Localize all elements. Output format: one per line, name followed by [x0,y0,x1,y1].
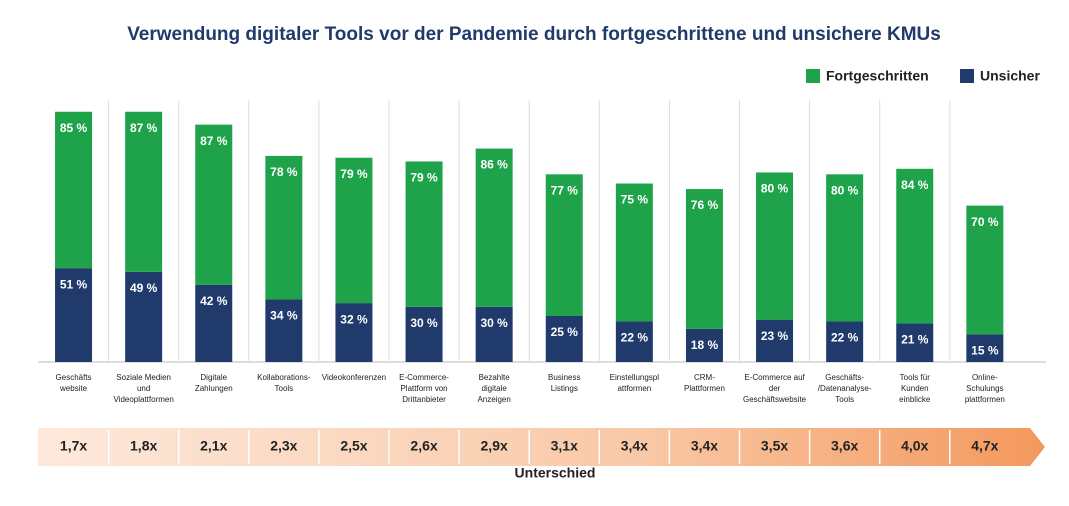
x-tick-label: Geschäfts- /Datenanalyse- Tools [817,373,872,404]
difference-value: 4,7x [971,438,998,454]
x-tick-label: Bezahlte digitale Anzeigen [477,373,511,404]
x-tick-label: E-Commerce- Plattform von Drittanbieter [399,373,449,404]
bar [195,284,233,362]
difference-value: 3,4x [621,438,648,454]
bar [265,299,303,362]
bar [615,321,653,362]
bar [545,174,583,316]
bar [615,183,653,322]
bar [756,172,794,320]
value-label: 87 % [200,134,228,148]
legend-label: Unsicher [980,68,1040,84]
difference-arrow [38,428,1045,466]
x-tick-label: Business Listings [548,373,581,393]
value-label: 79 % [410,171,438,185]
bar [966,205,1004,335]
difference-value: 3,6x [831,438,858,454]
value-label: 86 % [480,158,508,172]
value-label: 32 % [340,312,368,326]
value-label: 76 % [691,198,719,212]
bar [335,303,373,362]
bar [405,306,443,362]
value-label: 77 % [551,183,579,197]
bar [265,155,303,300]
difference-value: 3,1x [551,438,578,454]
value-label: 80 % [761,182,789,196]
value-label: 84 % [901,178,929,192]
difference-value: 3,4x [691,438,718,454]
value-label: 79 % [340,167,368,181]
value-label: 22 % [831,331,859,345]
value-label: 51 % [60,277,88,291]
bar [826,321,864,362]
bar [195,124,233,285]
x-tick-label: Einstellungspl attformen [609,373,660,393]
value-label: 18 % [691,338,719,352]
bar [826,174,864,322]
x-tick-label: Online- Schulungs plattformen [964,373,1005,404]
x-tick-label: CRM- Plattformen [683,373,725,393]
bar [125,111,163,272]
bar [405,161,443,307]
value-label: 30 % [480,316,508,330]
bar [475,306,513,362]
value-label: 30 % [410,316,438,330]
bar [756,319,794,362]
value-label: 78 % [270,165,298,179]
value-label: 49 % [130,281,158,295]
bar [685,328,723,362]
difference-value: 4,0x [901,438,928,454]
value-label: 23 % [761,329,789,343]
value-label: 85 % [60,121,88,135]
chart-title: Verwendung digitaler Tools vor der Pande… [127,24,941,45]
x-tick-label: Soziale Medien und Videoplattformen [113,373,174,404]
bar [896,168,934,324]
x-tick-label: E-Commerce auf der Geschäftswebsite [742,373,807,404]
value-label: 42 % [200,294,228,308]
x-tick-label: Geschäfts website [55,373,92,393]
bar [125,271,163,362]
value-label: 21 % [901,333,929,347]
difference-value: 1,7x [60,438,87,454]
bar [475,148,513,307]
value-label: 80 % [831,183,859,197]
value-label: 15 % [971,344,999,358]
bar [685,189,723,329]
legend-swatch [960,69,974,83]
difference-value: 2,3x [270,438,297,454]
value-label: 25 % [551,325,579,339]
x-tick-label: Videokonferenzen [321,373,387,382]
difference-value: 2,1x [200,438,227,454]
bar [966,334,1004,362]
difference-label: Unterschied [515,465,596,481]
value-label: 22 % [621,331,649,345]
value-label: 87 % [130,121,158,135]
legend-swatch [806,69,820,83]
difference-value: 1,8x [130,438,157,454]
value-label: 75 % [621,193,649,207]
value-label: 70 % [971,215,999,229]
bar [335,157,373,304]
legend-label: Fortgeschritten [826,68,929,84]
difference-value: 2,6x [410,438,437,454]
x-tick-label: Kollaborations- Tools [257,373,311,393]
bar [55,268,93,362]
x-tick-label: Tools für Kunden einblicke [899,373,931,404]
x-tick-label: Digitale Zahlungen [194,373,233,393]
value-label: 34 % [270,309,298,323]
bar [896,323,934,362]
bar [545,316,583,362]
difference-value: 2,9x [481,438,508,454]
difference-value: 3,5x [761,438,788,454]
difference-value: 2,5x [340,438,367,454]
bar [55,111,93,269]
